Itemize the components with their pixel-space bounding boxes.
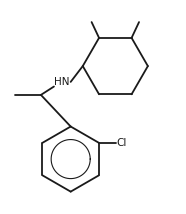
Text: HN: HN [54,77,69,87]
Text: Cl: Cl [117,138,127,148]
